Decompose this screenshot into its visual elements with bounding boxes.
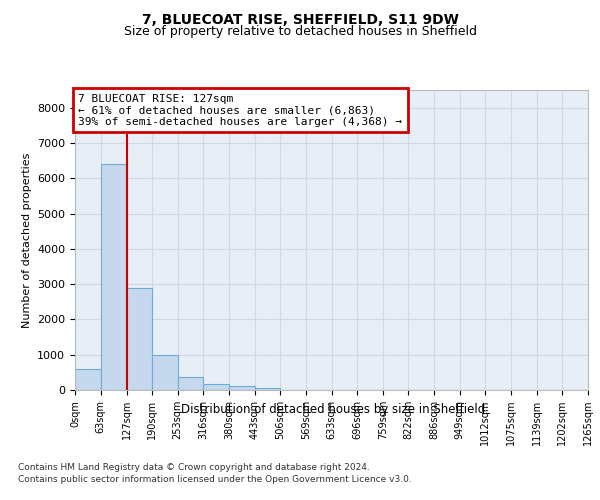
- Y-axis label: Number of detached properties: Number of detached properties: [22, 152, 32, 328]
- Bar: [75, 369, 101, 390]
- Text: Contains public sector information licensed under the Open Government Licence v3: Contains public sector information licen…: [18, 475, 412, 484]
- Bar: [178, 376, 203, 390]
- Text: Distribution of detached houses by size in Sheffield: Distribution of detached houses by size …: [181, 402, 485, 415]
- Bar: [203, 384, 229, 390]
- Bar: [254, 388, 280, 390]
- Bar: [127, 288, 152, 390]
- Bar: [229, 386, 254, 390]
- Bar: [101, 164, 127, 390]
- Bar: [152, 354, 178, 390]
- Text: 7, BLUECOAT RISE, SHEFFIELD, S11 9DW: 7, BLUECOAT RISE, SHEFFIELD, S11 9DW: [142, 12, 458, 26]
- Text: Contains HM Land Registry data © Crown copyright and database right 2024.: Contains HM Land Registry data © Crown c…: [18, 462, 370, 471]
- Text: Size of property relative to detached houses in Sheffield: Size of property relative to detached ho…: [124, 25, 476, 38]
- Text: 7 BLUECOAT RISE: 127sqm
← 61% of detached houses are smaller (6,863)
39% of semi: 7 BLUECOAT RISE: 127sqm ← 61% of detache…: [78, 94, 402, 126]
